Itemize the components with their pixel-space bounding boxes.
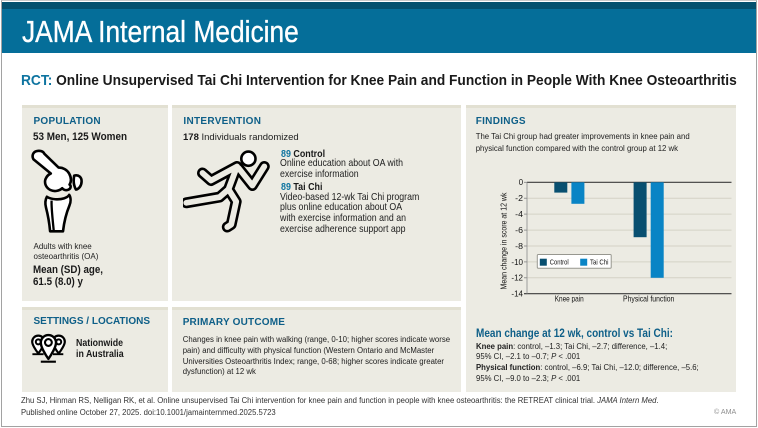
svg-text:-12: -12 bbox=[511, 273, 523, 282]
svg-text:Knee pain: Knee pain bbox=[554, 293, 583, 303]
svg-text:-2: -2 bbox=[515, 194, 523, 203]
svg-text:Mean change in score at 12 wk: Mean change in score at 12 wk bbox=[498, 191, 508, 289]
svg-text:-8: -8 bbox=[515, 241, 523, 250]
svg-text:-10: -10 bbox=[511, 257, 523, 266]
svg-text:-4: -4 bbox=[515, 210, 523, 219]
svg-text:-14: -14 bbox=[511, 289, 523, 298]
svg-text:-6: -6 bbox=[515, 226, 523, 235]
svg-text:Control: Control bbox=[549, 257, 568, 266]
svg-text:Physical function: Physical function bbox=[623, 293, 675, 303]
svg-text:Tai Chi: Tai Chi bbox=[590, 257, 609, 266]
svg-text:0: 0 bbox=[518, 178, 523, 187]
